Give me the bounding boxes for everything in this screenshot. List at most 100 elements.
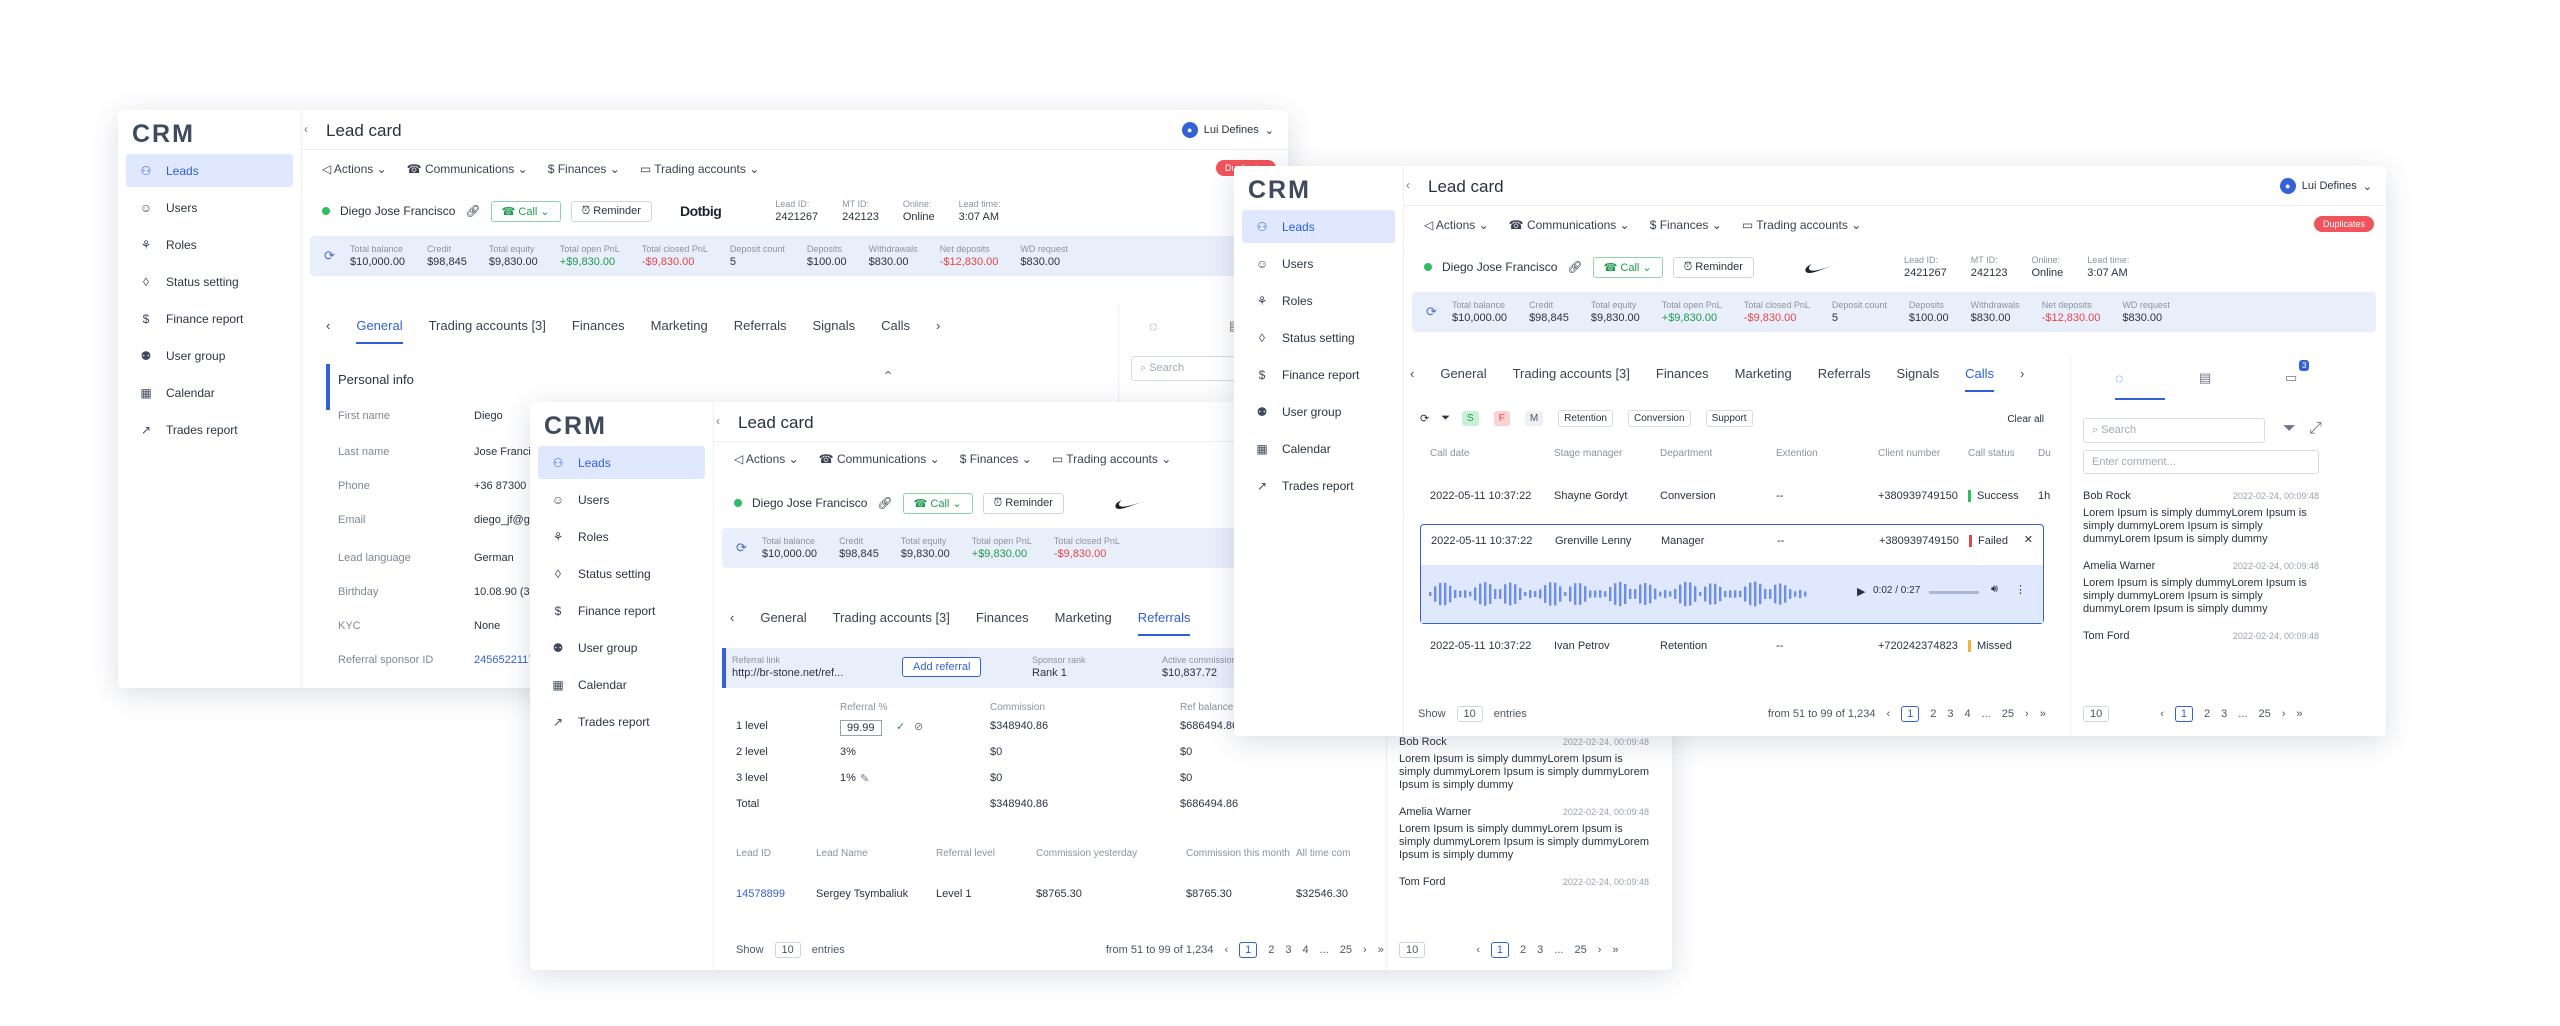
tab-marketing[interactable]: Marketing xyxy=(1054,610,1112,625)
tab-calls[interactable]: Calls xyxy=(1965,366,1995,392)
tab-next-icon[interactable]: › xyxy=(2020,366,2025,381)
refresh-icon[interactable]: ⟳ xyxy=(1420,413,1430,425)
menu-actions[interactable]: ◁ Actions ⌄ xyxy=(1424,218,1489,232)
sidebar-item-leads[interactable]: ⚇ Leads xyxy=(1242,210,1395,243)
page-1[interactable]: 1 xyxy=(2174,706,2194,722)
filter-failed-chip[interactable]: F xyxy=(1493,411,1510,426)
page-size-select[interactable]: 10 xyxy=(774,942,801,958)
next-page-icon[interactable]: › xyxy=(2281,708,2286,720)
sidebar-item-user-group[interactable]: ⚉ User group xyxy=(1242,395,1395,428)
reminder-button[interactable]: ⏰︎ Reminder xyxy=(1672,256,1754,278)
page-3[interactable]: 3 xyxy=(1537,944,1544,956)
mt-id[interactable]: MT ID: 242123 xyxy=(1971,254,2008,280)
menu-finances[interactable]: $ Finances ⌄ xyxy=(1649,218,1722,232)
last-page-icon[interactable]: » xyxy=(1377,944,1384,956)
sidebar-item-users[interactable]: ☺ Users xyxy=(1242,247,1395,280)
filter-success-chip[interactable]: S xyxy=(1462,411,1479,426)
menu-communications[interactable]: ☎ Communications ⌄ xyxy=(406,162,528,176)
sidebar-item-users[interactable]: ☺ Users xyxy=(126,191,293,224)
tasks-icon[interactable]: ▭ xyxy=(2285,370,2298,385)
col-header[interactable]: Du xyxy=(2038,448,2051,459)
sidebar-item-finance-report[interactable]: $ Finance report xyxy=(1242,358,1395,391)
clear-all-button[interactable]: Clear all xyxy=(2007,414,2044,425)
sidebar-item-status-setting[interactable]: ◊ Status setting xyxy=(538,557,705,590)
user-menu[interactable]: ● Lui Defines ⌄ xyxy=(2279,178,2372,194)
volume-icon[interactable]: 🔊︎ xyxy=(1991,583,1998,595)
dept-conversion-chip[interactable]: Conversion xyxy=(1627,410,1691,427)
menu-actions[interactable]: ◁ Actions ⌄ xyxy=(322,162,387,176)
referral-link-value[interactable]: http://br-stone.net/ref... xyxy=(732,667,844,679)
call-button[interactable]: ☎ Call ⌄ xyxy=(490,200,561,222)
page-size-select[interactable]: 10 xyxy=(1456,706,1483,722)
page-1[interactable]: 1 xyxy=(1901,706,1920,722)
next-page-icon[interactable]: › xyxy=(1597,944,1602,956)
dept-retention-chip[interactable]: Retention xyxy=(1558,410,1613,427)
page-2[interactable]: 2 xyxy=(2204,708,2211,720)
filter-missed-chip[interactable]: M xyxy=(1524,411,1544,426)
page-2[interactable]: 2 xyxy=(1268,944,1275,956)
sidebar-item-trades-report[interactable]: ↗ Trades report xyxy=(1242,469,1395,502)
tab-signals[interactable]: Signals xyxy=(812,318,856,333)
sidebar-item-calendar[interactable]: ▦ Calendar xyxy=(1242,432,1395,465)
last-page-icon[interactable]: » xyxy=(2039,708,2046,720)
tab-general[interactable]: General xyxy=(356,318,403,344)
menu-trading-accounts[interactable]: ▭ Trading accounts ⌄ xyxy=(1741,218,1862,232)
tab-referrals[interactable]: Referrals xyxy=(1817,366,1871,381)
reminder-button[interactable]: ⏰︎ Reminder xyxy=(570,200,652,222)
comment-input[interactable]: Enter comment... xyxy=(2083,450,2319,474)
page-1[interactable]: 1 xyxy=(1239,942,1258,958)
refresh-icon[interactable]: ⟳ xyxy=(1426,304,1437,319)
menu-communications[interactable]: ☎ Communications ⌄ xyxy=(818,452,940,466)
sidebar-item-users[interactable]: ☺ Users xyxy=(538,483,705,516)
menu-trading-accounts[interactable]: ▭ Trading accounts ⌄ xyxy=(1051,452,1172,466)
search-input[interactable]: ⌕ Search xyxy=(2083,418,2265,443)
page-size-select[interactable]: 10 xyxy=(1399,942,1426,958)
filter-icon[interactable]: ⏷ xyxy=(1441,412,1451,424)
tab-next-icon[interactable]: › xyxy=(936,318,941,333)
duplicates-badge[interactable]: Duplicates xyxy=(2313,216,2374,232)
tab-trading-accounts[interactable]: Trading accounts [3] xyxy=(1512,366,1630,381)
expand-icon[interactable]: ⤢ xyxy=(2309,420,2322,437)
table-row[interactable]: 2022-05-11 10:37:22 Ivan Petrov Retentio… xyxy=(1430,640,2050,660)
referral-percent-input[interactable]: 99.99 xyxy=(840,720,882,736)
col-header[interactable]: Stage manager xyxy=(1554,448,1623,459)
col-header[interactable]: Extention xyxy=(1776,448,1818,459)
col-header[interactable]: Lead ID xyxy=(736,848,772,859)
tab-marketing[interactable]: Marketing xyxy=(1734,366,1792,381)
next-page-icon[interactable]: › xyxy=(2025,708,2029,720)
menu-actions[interactable]: ◁ Actions ⌄ xyxy=(734,452,799,466)
menu-trading-accounts[interactable]: ▭ Trading accounts ⌄ xyxy=(639,162,760,176)
reminder-button[interactable]: ⏰︎ Reminder xyxy=(982,492,1064,514)
tab-referrals[interactable]: Referrals xyxy=(1137,610,1191,636)
col-header[interactable]: All time com xyxy=(1296,848,1351,859)
play-icon[interactable]: ▶ xyxy=(1857,586,1866,598)
close-icon[interactable]: ✕ xyxy=(2023,534,2033,546)
tab-calls[interactable]: Calls xyxy=(881,318,911,333)
sidebar-item-roles[interactable]: ⚘ Roles xyxy=(538,520,705,553)
page-25[interactable]: 25 xyxy=(1574,944,1587,956)
page-25[interactable]: 25 xyxy=(2001,708,2015,720)
sidebar-item-leads[interactable]: ⚇ Leads xyxy=(538,446,705,479)
tab-finances[interactable]: Finances xyxy=(571,318,625,333)
last-page-icon[interactable]: » xyxy=(1612,944,1619,956)
filter-icon[interactable]: ⏷ xyxy=(2283,420,2296,437)
next-page-icon[interactable]: › xyxy=(1363,944,1367,956)
tab-prev-icon[interactable]: ‹ xyxy=(730,610,735,625)
tab-general[interactable]: General xyxy=(760,610,807,625)
sidebar-item-finance-report[interactable]: $ Finance report xyxy=(126,302,293,335)
page-25[interactable]: 25 xyxy=(1339,944,1353,956)
col-header[interactable]: Commission yesterday xyxy=(1036,848,1138,859)
notes-icon[interactable]: ▤ xyxy=(2199,370,2212,385)
sidebar-item-roles[interactable]: ⚘ Roles xyxy=(1242,284,1395,317)
sidebar-item-calendar[interactable]: ▦ Calendar xyxy=(126,376,293,409)
sidebar-item-calendar[interactable]: ▦ Calendar xyxy=(538,668,705,701)
sidebar-item-status-setting[interactable]: ◊ Status setting xyxy=(1242,321,1395,354)
tab-marketing[interactable]: Marketing xyxy=(650,318,708,333)
tab-finances[interactable]: Finances xyxy=(975,610,1029,625)
mt-id[interactable]: MT ID: 242123 xyxy=(842,198,879,224)
col-header[interactable]: Department xyxy=(1660,448,1713,459)
prev-page-icon[interactable]: ‹ xyxy=(1886,708,1891,720)
edit-icon[interactable]: ✎ xyxy=(860,773,870,785)
menu-communications[interactable]: ☎ Communications ⌄ xyxy=(1508,218,1630,232)
sidebar-item-user-group[interactable]: ⚉ User group xyxy=(538,631,705,664)
